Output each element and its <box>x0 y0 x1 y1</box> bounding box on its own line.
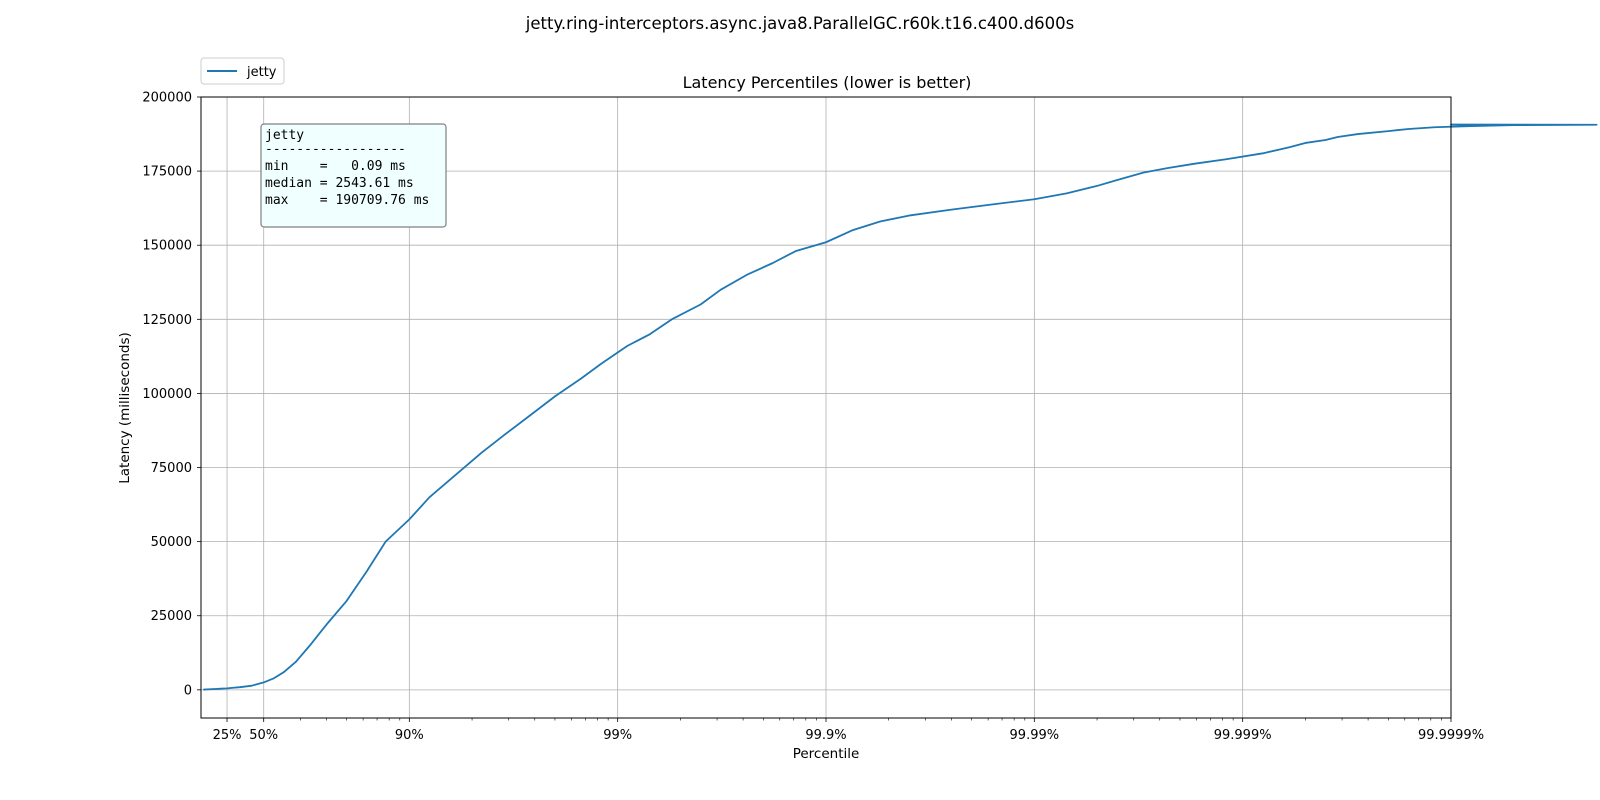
x-tick-label: 50% <box>249 728 278 743</box>
stats-box-frame <box>260 123 447 228</box>
y-tick-label: 175000 <box>142 165 192 180</box>
stats-line: median = 2543.61 ms <box>265 176 414 191</box>
legend-label-jetty: jetty <box>246 65 277 80</box>
figure-suptitle: jetty.ring-interceptors.async.java8.Para… <box>525 14 1074 33</box>
y-tick-label: 150000 <box>142 239 192 254</box>
x-tick-label: 25% <box>213 728 242 743</box>
chart-title: Latency Percentiles (lower is better) <box>683 73 972 92</box>
y-tick-label: 75000 <box>151 461 192 476</box>
series-layer <box>203 123 1598 691</box>
x-tick-label: 90% <box>395 728 424 743</box>
y-tick-label: 50000 <box>151 535 192 550</box>
x-tick-label: 99.999% <box>1214 728 1272 743</box>
y-tick-label: 100000 <box>142 387 192 402</box>
x-axis-label: Percentile <box>793 746 860 762</box>
series-line-jetty <box>203 123 1598 691</box>
stats-line: ------------------ <box>265 142 406 157</box>
y-tick-label: 0 <box>184 683 192 698</box>
x-tick-label: 99.99% <box>1010 728 1060 743</box>
y-tick-label: 125000 <box>142 313 192 328</box>
stats-line: jetty <box>265 128 304 143</box>
stats-line: min = 0.09 ms <box>265 159 406 174</box>
x-tick-label: 99.9999% <box>1418 728 1484 743</box>
y-tick-label: 25000 <box>151 609 192 624</box>
y-tick-label: 200000 <box>142 91 192 106</box>
x-axis-ticks: 25% 50% 90% 99% 99.9% 99.99% 99.999% 99.9999% <box>213 718 1484 743</box>
legend-frame <box>200 57 285 85</box>
stats-box: jetty ------------------ min = 0.09 ms m… <box>260 123 447 228</box>
stats-line: max = 190709.76 ms <box>265 193 429 208</box>
y-axis-label: Latency (milliseconds) <box>117 332 133 484</box>
x-tick-label: 99.9% <box>805 728 846 743</box>
legend: jetty <box>200 57 285 85</box>
x-tick-label: 99% <box>603 728 632 743</box>
y-axis-ticks: 0 25000 50000 75000 100000 125000 150000 175000… <box>142 91 201 698</box>
